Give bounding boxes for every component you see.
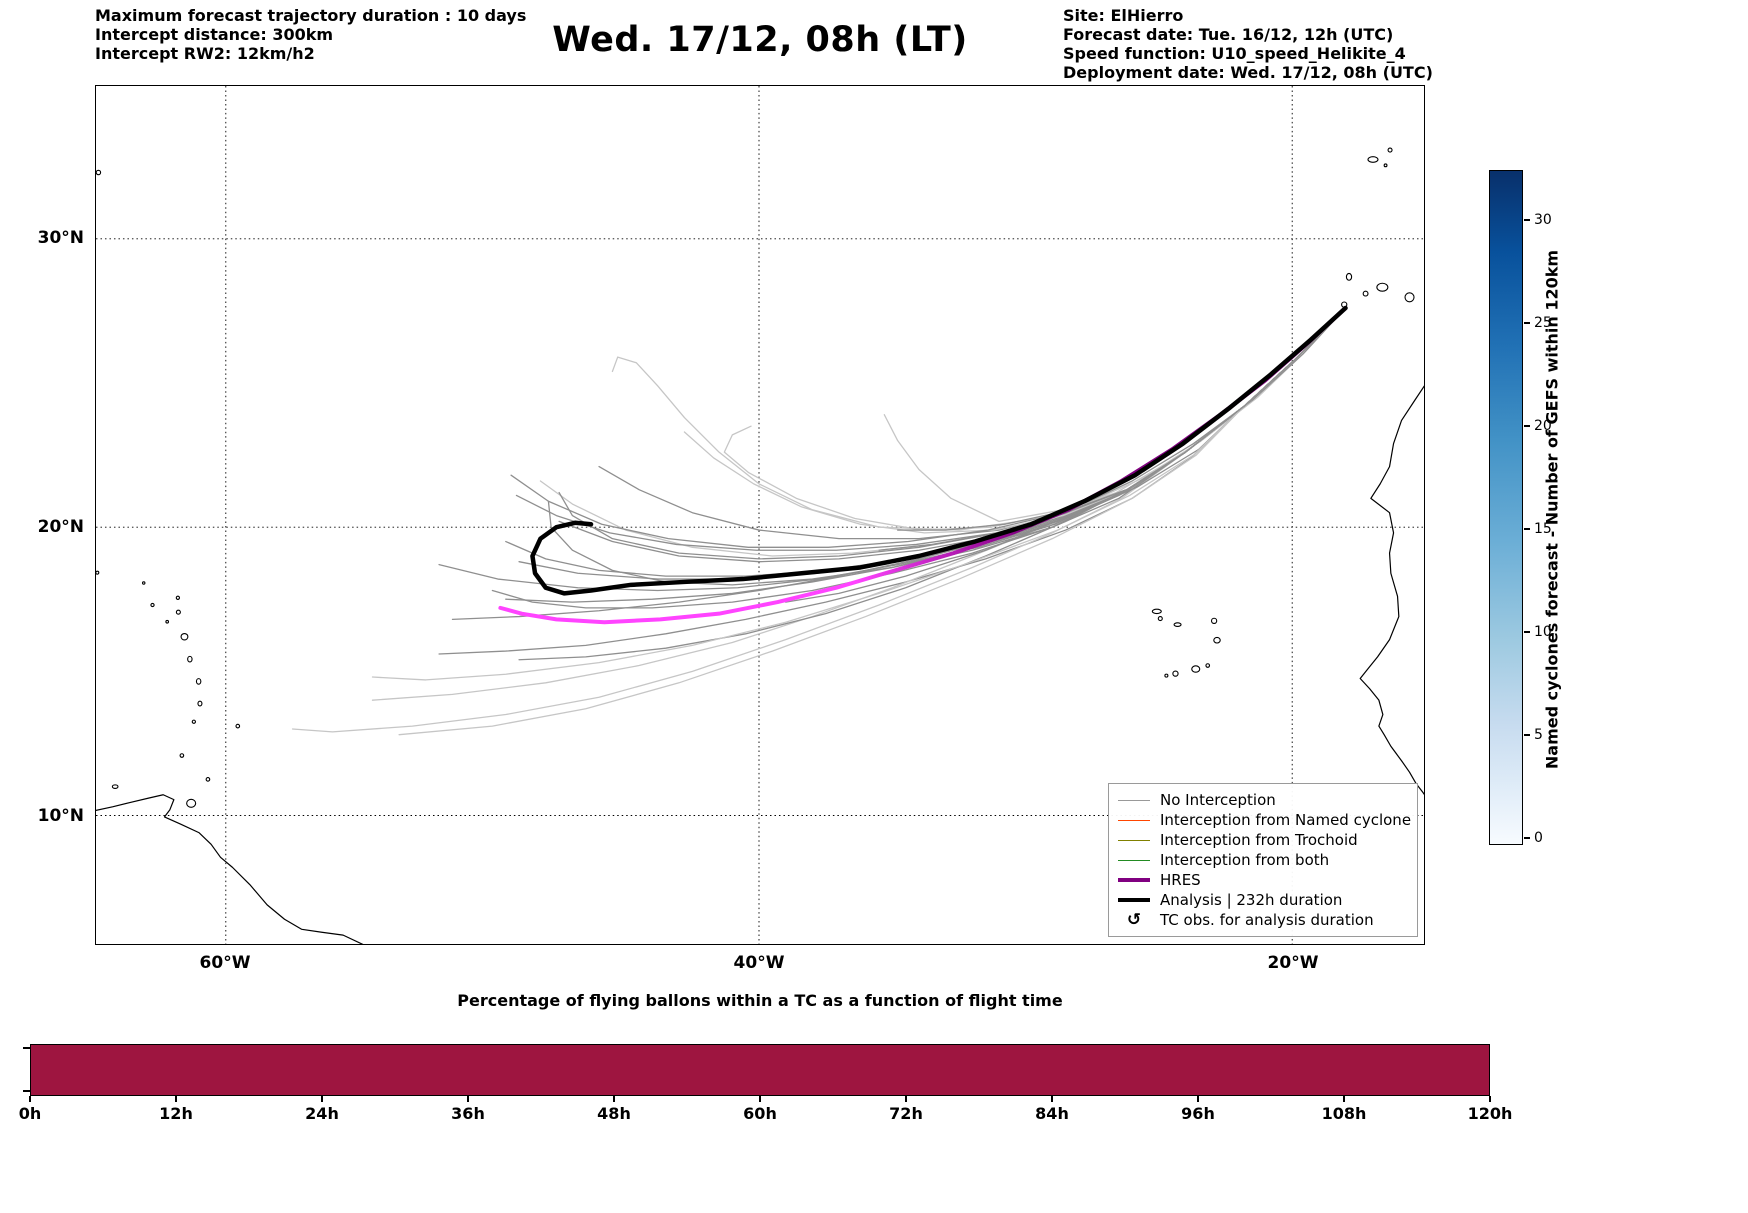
meta-forecast-date: Forecast date: Tue. 16/12, 12h (UTC) xyxy=(1063,25,1394,44)
legend-item-analysis: Analysis | 232h duration xyxy=(1118,890,1408,910)
bottom-chart-xlabel: 72h xyxy=(889,1104,923,1123)
colorbar-tick: 5 xyxy=(1524,727,1543,743)
trajectories-no-interception xyxy=(291,307,1347,736)
map-legend: No Interception Interception from Named … xyxy=(1108,783,1418,937)
colorbar-tick: 0 xyxy=(1524,830,1543,846)
param-max-duration: Maximum forecast trajectory duration : 1… xyxy=(95,6,527,25)
coastlines xyxy=(96,147,1424,944)
meta-speed-function: Speed function: U10_speed_Helikite_4 xyxy=(1063,44,1406,63)
forecast-meta: Site: ElHierro Forecast date: Tue. 16/12… xyxy=(1063,6,1433,82)
legend-item-hres: HRES xyxy=(1118,870,1408,890)
bottom-chart-xlabel: 120h xyxy=(1467,1104,1513,1123)
bottom-chart-xlabel: 24h xyxy=(305,1104,339,1123)
lat-tick-label-10n: 10°N xyxy=(37,806,84,826)
legend-label: TC obs. for analysis duration xyxy=(1160,911,1374,929)
legend-line-sample xyxy=(1118,819,1150,821)
bottom-chart-xtick xyxy=(175,1096,177,1102)
bottom-chart-xlabel: 60h xyxy=(743,1104,777,1123)
legend-line-sample xyxy=(1118,799,1150,801)
bottom-chart-xtick xyxy=(1343,1096,1345,1102)
bottom-chart-xtick xyxy=(759,1096,761,1102)
trajectory-map: No Interception Interception from Named … xyxy=(95,85,1425,945)
trajectory-analysis xyxy=(530,305,1348,596)
cyclone-marker-icon: ↺ xyxy=(1126,910,1142,930)
bottom-chart-xlabel: 36h xyxy=(451,1104,485,1123)
legend-item-no-interception: No Interception xyxy=(1118,790,1408,810)
colorbar-tick: 25 xyxy=(1524,315,1552,331)
bottom-chart-xlabel: 84h xyxy=(1035,1104,1069,1123)
forecast-params: Maximum forecast trajectory duration : 1… xyxy=(95,6,526,63)
param-intercept-distance: Intercept distance: 300km xyxy=(95,25,334,44)
colorbar-tick: 10 xyxy=(1524,624,1552,640)
bottom-chart-xlabel: 48h xyxy=(597,1104,631,1123)
bottom-chart-xtick xyxy=(1489,1096,1491,1102)
colorbar-tick: 30 xyxy=(1524,212,1552,228)
legend-item-trochoid: Interception from Trochoid xyxy=(1118,830,1408,850)
bottom-chart-xtick xyxy=(613,1096,615,1102)
percentage-bar xyxy=(30,1044,1490,1096)
lon-tick-label-20w: 20°W xyxy=(1267,953,1319,973)
legend-item-tc-obs: ↺ TC obs. for analysis duration xyxy=(1118,910,1408,930)
bottom-chart-xlabel: 96h xyxy=(1181,1104,1215,1123)
bottom-chart-xlabel: 12h xyxy=(159,1104,193,1123)
colorbar-tick-label: 10 xyxy=(1534,624,1552,640)
colorbar-tick-label: 0 xyxy=(1534,830,1543,846)
legend-label: Interception from Trochoid xyxy=(1160,831,1358,849)
colorbar-tick-label: 30 xyxy=(1534,212,1552,228)
bottom-chart-xtick xyxy=(29,1096,31,1102)
meta-deployment-date: Deployment date: Wed. 17/12, 08h (UTC) xyxy=(1063,63,1433,82)
legend-label: Interception from both xyxy=(1160,851,1330,869)
legend-label: HRES xyxy=(1160,871,1201,889)
legend-line-sample xyxy=(1118,859,1150,861)
bottom-chart-ytick xyxy=(23,1047,30,1049)
legend-label: No Interception xyxy=(1160,791,1276,809)
bottom-chart-xtick xyxy=(1051,1096,1053,1102)
colorbar-label: Named cyclones forecast - Number of GEFS… xyxy=(1542,249,1562,770)
bottom-chart-title: Percentage of flying ballons within a TC… xyxy=(457,991,1063,1010)
param-intercept-rw2: Intercept RW2: 12km/h2 xyxy=(95,44,315,63)
bottom-chart-xtick xyxy=(1197,1096,1199,1102)
figure-title: Wed. 17/12, 08h (LT) xyxy=(552,20,968,60)
legend-line-sample xyxy=(1118,878,1150,882)
bottom-chart-xtick xyxy=(321,1096,323,1102)
lon-tick-label-60w: 60°W xyxy=(199,953,251,973)
legend-label: Interception from Named cyclone xyxy=(1160,811,1412,829)
lat-tick-label-20n: 20°N xyxy=(37,517,84,537)
colorbar-tick-label: 20 xyxy=(1534,418,1552,434)
legend-line-sample xyxy=(1118,898,1150,902)
colorbar-tick-label: 25 xyxy=(1534,315,1552,331)
colorbar-tick: 20 xyxy=(1524,418,1552,434)
colorbar-tick-label: 5 xyxy=(1534,727,1543,743)
map-canvas xyxy=(96,86,1424,944)
legend-item-both: Interception from both xyxy=(1118,850,1408,870)
bottom-chart-xtick xyxy=(467,1096,469,1102)
colorbar-tick: 15 xyxy=(1524,521,1552,537)
colorbar xyxy=(1489,170,1523,845)
legend-label: Analysis | 232h duration xyxy=(1160,891,1343,909)
colorbar-tick-label: 15 xyxy=(1534,521,1552,537)
lat-tick-label-30n: 30°N xyxy=(37,228,84,248)
lon-tick-label-40w: 40°W xyxy=(733,953,785,973)
bottom-chart-ytick xyxy=(23,1090,30,1092)
meta-site: Site: ElHierro xyxy=(1063,6,1184,25)
bottom-chart-xtick xyxy=(905,1096,907,1102)
bottom-chart-xlabel: 108h xyxy=(1321,1104,1367,1123)
legend-line-sample xyxy=(1118,839,1150,841)
legend-item-named-cyclone: Interception from Named cyclone xyxy=(1118,810,1412,830)
bottom-chart-xlabel: 0h xyxy=(18,1104,42,1123)
